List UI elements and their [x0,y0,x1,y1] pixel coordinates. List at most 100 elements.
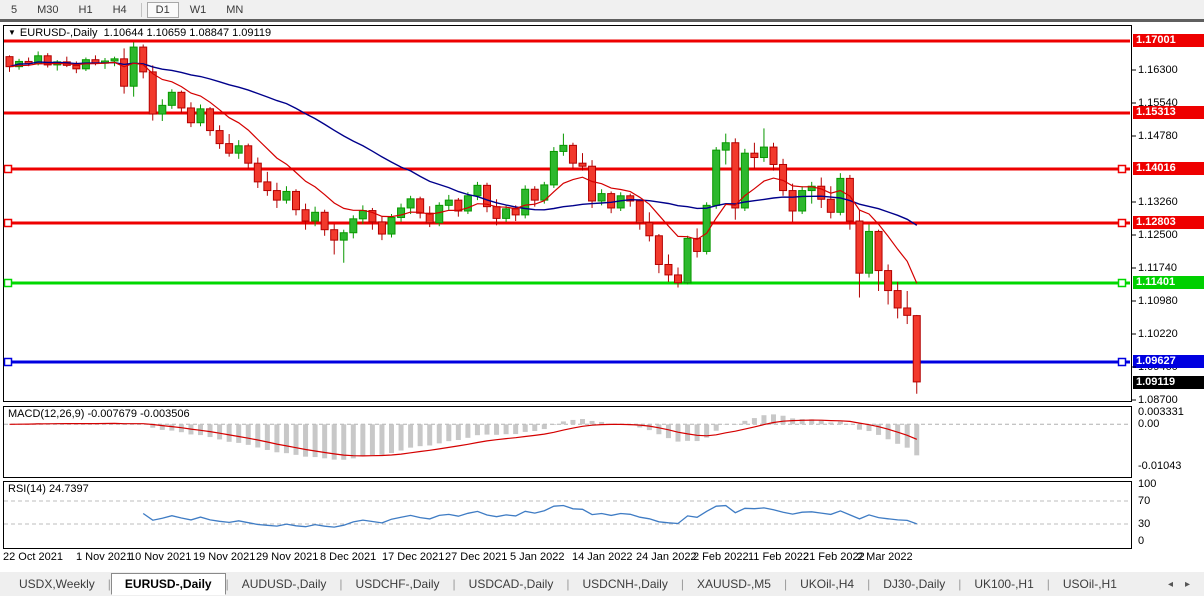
candle-body [263,181,272,192]
candle-body [282,190,291,201]
date-label: 2 Mar 2022 [857,551,913,563]
timeframe-button-m30[interactable]: M30 [37,3,59,16]
price-axis: 1.16300 1.15540 1.14780 1.13260 1.12500 1.117… [1132,25,1204,549]
chart-dropdown-icon[interactable]: ▼ [8,28,16,37]
candle-body [798,190,807,212]
candle-body [148,71,157,115]
candle-body [750,152,759,159]
candle-body [521,188,530,216]
candle-body [349,218,358,234]
candle-body [186,107,195,124]
tab-scroll-arrows: ◂ ▸ [1168,579,1190,590]
candle-body [511,208,520,216]
date-label: 19 Nov 2021 [193,551,256,563]
chart-tab-dj30-daily[interactable]: DJ30-,Daily [883,577,946,591]
candle-body [721,142,730,151]
timeframe-button-d1[interactable]: D1 [146,1,179,18]
candle-body [502,208,511,219]
line-handle[interactable] [3,218,13,228]
candle-body [368,210,377,223]
tab-scroll-right-icon[interactable]: ▸ [1184,578,1190,590]
tab-separator: | [225,577,229,591]
candle-body [5,56,14,68]
candle-body [492,206,501,219]
candle-body [234,145,243,154]
timeframe-button-5[interactable]: 5 [11,3,18,16]
rsi-pane[interactable] [3,481,1132,549]
line-handle[interactable] [3,164,13,174]
candle-body [253,162,262,183]
candle-body [626,195,635,202]
indicator-scale-label: 0.00 [1138,418,1160,430]
price-tick-label: 1.16300 [1138,64,1178,76]
chart-tab-eurusd-daily[interactable]: EURUSD-,Daily [110,573,226,595]
price-line-label: 1.12803 [1133,216,1204,229]
indicator-scale-label: 100 [1138,478,1157,490]
chart-tab-usdcad-daily[interactable]: USDCAD-,Daily [468,577,554,591]
candle-body [377,221,386,235]
candle-body [826,198,835,213]
timeframe-button-w1[interactable]: W1 [189,3,207,16]
candle-body [129,46,138,87]
chart-tab-usdcnh-daily[interactable]: USDCNH-,Daily [582,577,668,591]
candle-body [473,184,482,197]
price-tick-label: 1.10980 [1138,295,1178,307]
candle-body [320,211,329,231]
candle-body [454,199,463,212]
tab-separator: | [680,577,684,591]
macd-pane[interactable] [3,406,1132,478]
timeframe-button-h4[interactable]: H4 [112,3,127,16]
date-label: 27 Dec 2021 [445,551,508,563]
chart-tab-ukoil-h4[interactable]: UKOil-,H4 [800,577,855,591]
chart-tab-audusd-daily[interactable]: AUDUSD-,Daily [241,577,327,591]
candle-body [530,188,539,201]
candle-body [358,210,367,220]
date-label: 21 Feb 2022 [803,551,865,563]
tab-separator: | [339,577,343,591]
chart-tab-xauusd-m5[interactable]: XAUUSD-,M5 [696,577,771,591]
candle-body [645,222,654,237]
price-tick-label: 1.11740 [1138,262,1177,274]
candle-body [664,263,673,276]
candle-body [683,237,692,284]
date-label: 11 Feb 2022 [748,551,809,563]
timeframe-button-h1[interactable]: H1 [78,3,93,16]
chart-tab-usdchf-daily[interactable]: USDCHF-,Daily [355,577,440,591]
line-handle[interactable] [1117,357,1127,367]
candle-body [712,149,721,206]
rsi-line [142,504,918,528]
candle-body [759,146,768,159]
line-handle[interactable] [3,357,13,367]
chart-tab-uk100-h1[interactable]: UK100-,H1 [974,577,1034,591]
price-line-label: 1.11401 [1133,276,1204,289]
candle-body [311,211,320,222]
price-tick-label: 1.13260 [1138,196,1178,208]
candle-body [874,230,883,272]
candle-body [607,193,616,209]
price-line-label: 1.15313 [1133,106,1204,119]
candle-body [779,163,788,192]
candle-body [568,144,577,164]
date-label: 1 Nov 2021 [76,551,133,563]
candle-body [855,220,864,274]
chart-tab-usdx-weekly[interactable]: USDX,Weekly [19,577,95,591]
chart-tab-usoil-h1[interactable]: USOil-,H1 [1062,577,1117,591]
line-handle[interactable] [1117,278,1127,288]
line-handle[interactable] [1117,218,1127,228]
line-handle[interactable] [3,278,13,288]
candle-body [435,204,444,224]
date-label: 17 Dec 2021 [382,551,445,563]
timeframe-button-mn[interactable]: MN [226,3,244,16]
tab-scroll-left-icon[interactable]: ◂ [1167,578,1173,590]
price-tick-label: 1.10220 [1138,328,1178,340]
line-handle[interactable] [1117,164,1127,174]
indicator-scale-label: 0.003331 [1138,406,1184,418]
candle-body [769,146,778,165]
candle-body [740,152,749,209]
candles-group [5,42,921,394]
price-chart-pane[interactable] [3,25,1132,402]
chart-tab-bar: USDX,Weekly | EURUSD-,Daily | AUDUSD-,Daily |… [0,572,1204,596]
date-label: 24 Jan 2022 [636,551,697,563]
